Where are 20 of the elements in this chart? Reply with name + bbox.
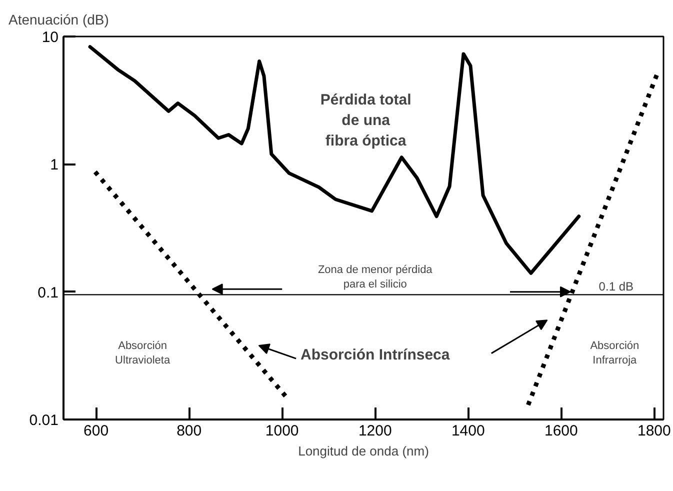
x-tick-label: 1400	[451, 422, 485, 440]
y-tick-label: 0.1	[38, 284, 59, 302]
y-tick-label: 1	[50, 156, 58, 174]
annotation: Zona de menor pérdida para el silicio	[318, 264, 434, 290]
y-axis-title: Atenuación (dB)	[8, 12, 109, 28]
x-tick-label: 1200	[358, 422, 392, 440]
x-tick-label: 1000	[265, 422, 299, 440]
x-axis-title: Longitud de onda (nm)	[298, 444, 429, 458]
annotation: Absorción Infrarroja	[590, 340, 640, 367]
y-tick-label: 10	[42, 29, 59, 46]
y-tick-label: 0.01	[29, 412, 59, 429]
annotation: Absorción Intrínseca	[300, 346, 450, 364]
x-tick-label: 600	[84, 422, 109, 440]
line-series	[88, 45, 581, 275]
x-tick-label: 1800	[638, 422, 671, 440]
annotation: Absorción Ultravioleta	[115, 340, 171, 367]
x-tick-label: 800	[176, 422, 202, 440]
x-tick-label: 1600	[544, 422, 578, 440]
annotation: Pérdida total de una fibra óptica	[320, 92, 412, 150]
ref-line-label: 0.1 dB	[598, 280, 634, 294]
